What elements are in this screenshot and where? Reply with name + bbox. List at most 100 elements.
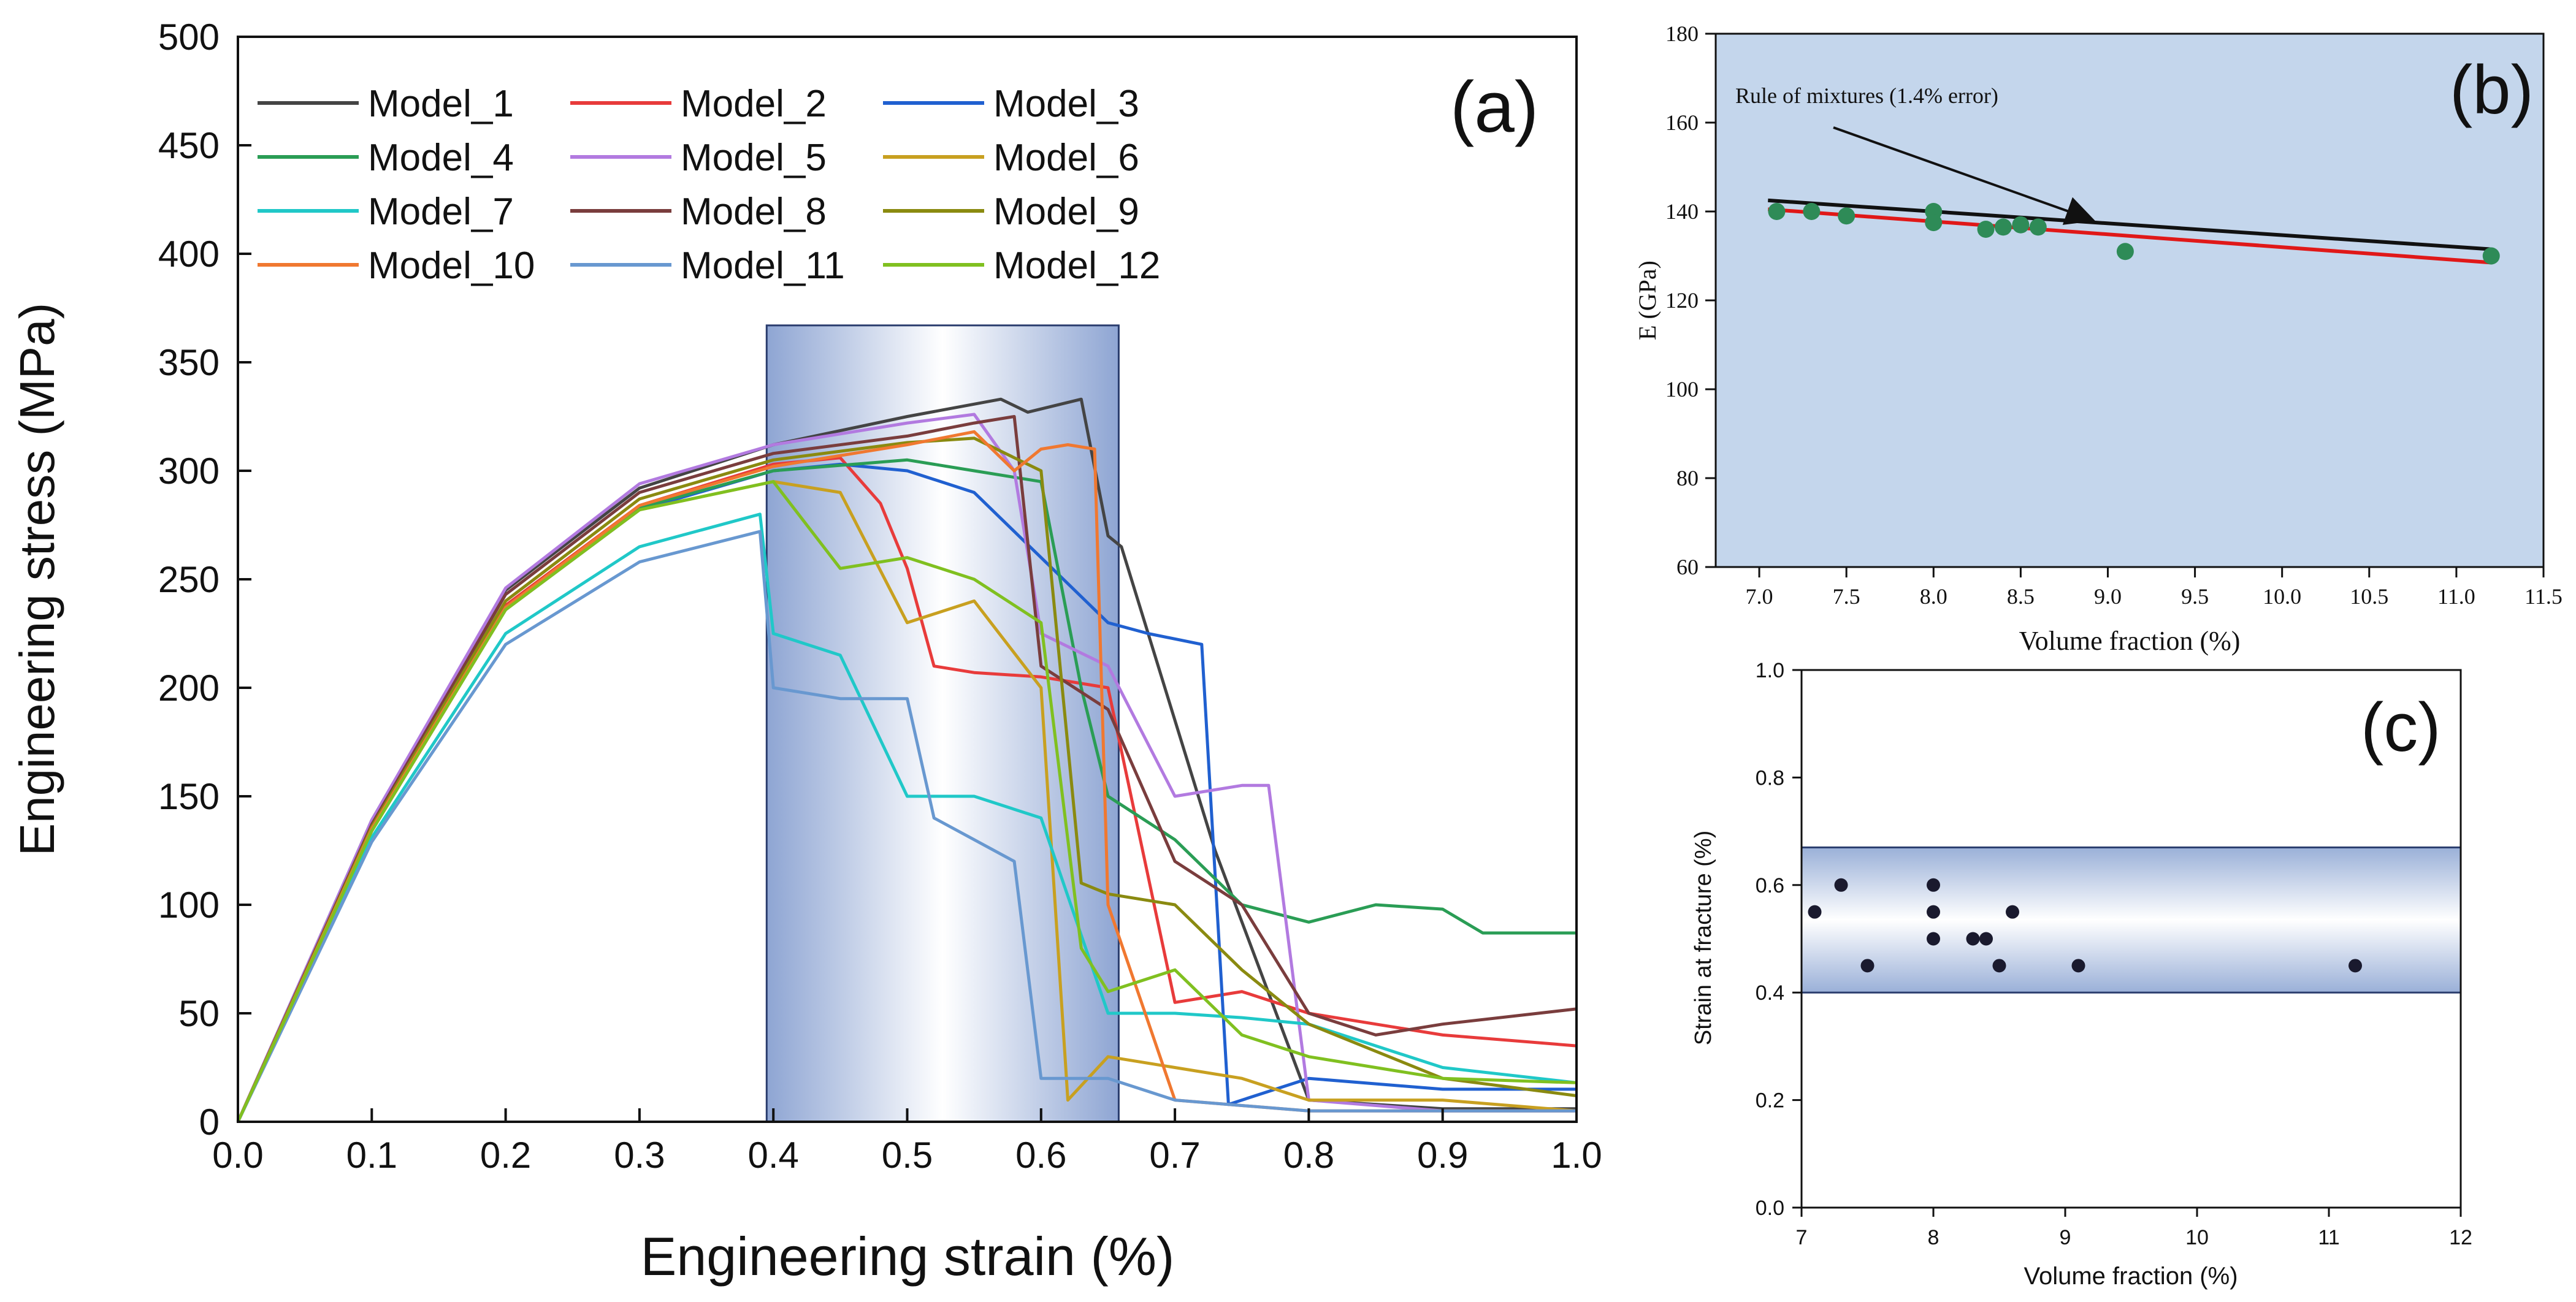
- series-line-model-8: [236, 415, 1577, 1123]
- y-tick-label: 300: [158, 451, 220, 492]
- panel-a-ticks: 0.0 0.1 0.2 0.3 0.4 0.5 0.6 0.7 0.8 0.9 1.0 0 50 100 1…: [158, 17, 1602, 1176]
- panel-c-data-point: [2006, 905, 2019, 919]
- panel-c-data-point: [2349, 959, 2362, 973]
- panel-c-data-point: [1979, 932, 1993, 946]
- panel-c-highlight-region: [1800, 846, 2462, 994]
- panel-b-annotation: Rule of mixtures (1.4% error): [1735, 83, 1998, 108]
- panel-b-data-point: [2116, 243, 2134, 261]
- panel-b-data-point: [2482, 247, 2500, 265]
- x-tick-label: 0.6: [1015, 1135, 1066, 1176]
- x-tick-label: 11.0: [2437, 584, 2475, 609]
- y-tick-label: 450: [158, 125, 220, 166]
- panel-c-data-point: [1992, 959, 2006, 973]
- legend-item-model-6: Model_6: [883, 137, 1139, 179]
- legend-label: Model_1: [368, 83, 514, 125]
- panel-b-data-point: [1768, 203, 1786, 220]
- legend-label: Model_9: [993, 191, 1139, 233]
- legend-label: Model_3: [993, 83, 1139, 125]
- x-tick-label: 7: [1796, 1226, 1808, 1249]
- panel-b-data-point: [1803, 203, 1821, 220]
- y-tick-label: 500: [158, 17, 220, 58]
- panel-c-data-point: [2071, 959, 2085, 973]
- y-tick-label: 1.0: [1756, 659, 1784, 682]
- x-tick-label: 12: [2449, 1226, 2472, 1249]
- panel-a-y-axis-title: Engineering stress (MPa): [10, 303, 64, 856]
- legend-label: Model_5: [681, 137, 827, 179]
- x-tick-label: 11: [2318, 1226, 2339, 1249]
- y-tick-label: 150: [158, 776, 220, 817]
- legend-label: Model_4: [368, 137, 514, 179]
- legend-item-model-3: Model_3: [883, 83, 1139, 125]
- panel-b-x-axis-title: Volume fraction (%): [2019, 626, 2241, 656]
- legend-label: Model_2: [681, 83, 827, 125]
- y-tick-label: 120: [1665, 288, 1699, 313]
- legend-item-model-2: Model_2: [570, 83, 827, 125]
- y-tick-label: 60: [1676, 555, 1699, 579]
- y-tick-label: 0.8: [1756, 766, 1784, 790]
- x-tick-label: 0.5: [882, 1135, 933, 1176]
- x-tick-label: 10.0: [2263, 584, 2301, 609]
- panel-b-ticks: 7.0 7.5 8.0 8.5 9.0 9.5 10.0 10.5 11.0 11.5 60 80 10…: [1665, 21, 2563, 609]
- panel-b-data-point: [1994, 218, 2012, 236]
- panel-b-line-fit: [1768, 207, 2491, 265]
- series-line-model-1: [236, 397, 1577, 1123]
- x-tick-label: 8.0: [1920, 584, 1947, 609]
- panel-b-data-point: [2012, 216, 2030, 234]
- panel-c-data-point: [1860, 959, 1875, 973]
- y-tick-label: 50: [178, 993, 220, 1034]
- legend-item-model-10: Model_10: [258, 245, 535, 287]
- y-tick-label: 400: [158, 234, 220, 275]
- x-tick-label: 7.5: [1833, 584, 1860, 609]
- panel-a-x-axis-title: Engineering strain (%): [641, 1226, 1175, 1287]
- panel-c-data-point: [1927, 878, 1940, 892]
- panel-b-data-point: [2029, 218, 2047, 236]
- panel-c-fracture-strain-chart: 7 8 9 10 11 12 0.0 0.2 0.4 0.6 0.8 1.0 (c) Volume f…: [1691, 659, 2472, 1290]
- panel-b-plot-background: [1716, 34, 2544, 567]
- y-tick-label: 200: [158, 668, 220, 709]
- x-tick-label: 0.0: [212, 1135, 263, 1176]
- legend-label: Model_11: [681, 245, 845, 287]
- panel-c-label: (c): [2361, 689, 2441, 766]
- legend-label: Model_6: [993, 137, 1139, 179]
- panel-b-marks: [1768, 198, 2500, 265]
- panel-c-x-axis-title: Volume fraction (%): [2024, 1263, 2238, 1290]
- x-tick-label: 0.7: [1149, 1135, 1200, 1176]
- y-tick-label: 180: [1665, 21, 1699, 46]
- panel-b-line-rule-of-mixtures: [1768, 198, 2491, 251]
- legend-item-model-11: Model_11: [570, 245, 845, 287]
- series-line-model-11: [236, 530, 1577, 1123]
- y-tick-label: 100: [1665, 377, 1699, 402]
- series-line-model-7: [236, 512, 1577, 1123]
- legend-item-model-5: Model_5: [570, 137, 827, 179]
- panel-b-y-axis-title: E (GPa): [1634, 261, 1661, 340]
- y-tick-label: 250: [158, 559, 220, 600]
- panel-b-annotation-arrow: [1833, 126, 2095, 225]
- panel-b-label: (b): [2450, 51, 2534, 128]
- legend-item-model-9: Model_9: [883, 191, 1139, 233]
- panel-c-y-axis-title: Strain at fracture (%): [1691, 831, 1716, 1046]
- y-tick-label: 0: [199, 1102, 220, 1143]
- x-tick-label: 0.1: [346, 1135, 397, 1176]
- legend-label: Model_10: [368, 245, 535, 287]
- panel-b-modulus-chart: 7.0 7.5 8.0 8.5 9.0 9.5 10.0 10.5 11.0 11.5 60 80 10…: [1634, 21, 2563, 656]
- x-tick-label: 8.5: [2007, 584, 2035, 609]
- x-tick-label: 10.5: [2350, 584, 2388, 609]
- panel-a-stress-strain-chart: 0.0 0.1 0.2 0.3 0.4 0.5 0.6 0.7 0.8 0.9 1.0 0 50 100 1…: [10, 17, 1602, 1287]
- x-tick-label: 11.5: [2524, 584, 2563, 609]
- panel-c-data-point: [1808, 905, 1822, 919]
- panel-c-data-point: [1834, 878, 1848, 892]
- panel-c-data-point: [1966, 932, 1980, 946]
- y-tick-label: 140: [1665, 199, 1699, 224]
- y-tick-label: 0.6: [1756, 874, 1784, 897]
- x-tick-label: 0.8: [1283, 1135, 1334, 1176]
- panel-c-marks: [1808, 878, 2362, 973]
- panel-c-ticks: 7 8 9 10 11 12 0.0 0.2 0.4 0.6 0.8 1.0: [1756, 659, 2472, 1249]
- y-tick-label: 160: [1665, 110, 1699, 135]
- panel-c-data-point: [1927, 932, 1940, 946]
- x-tick-label: 10: [2185, 1226, 2209, 1249]
- x-tick-label: 1.0: [1551, 1135, 1602, 1176]
- y-tick-label: 0.0: [1756, 1197, 1784, 1220]
- x-tick-label: 9: [2060, 1226, 2071, 1249]
- x-tick-label: 0.4: [747, 1135, 798, 1176]
- legend-item-model-12: Model_12: [883, 245, 1160, 287]
